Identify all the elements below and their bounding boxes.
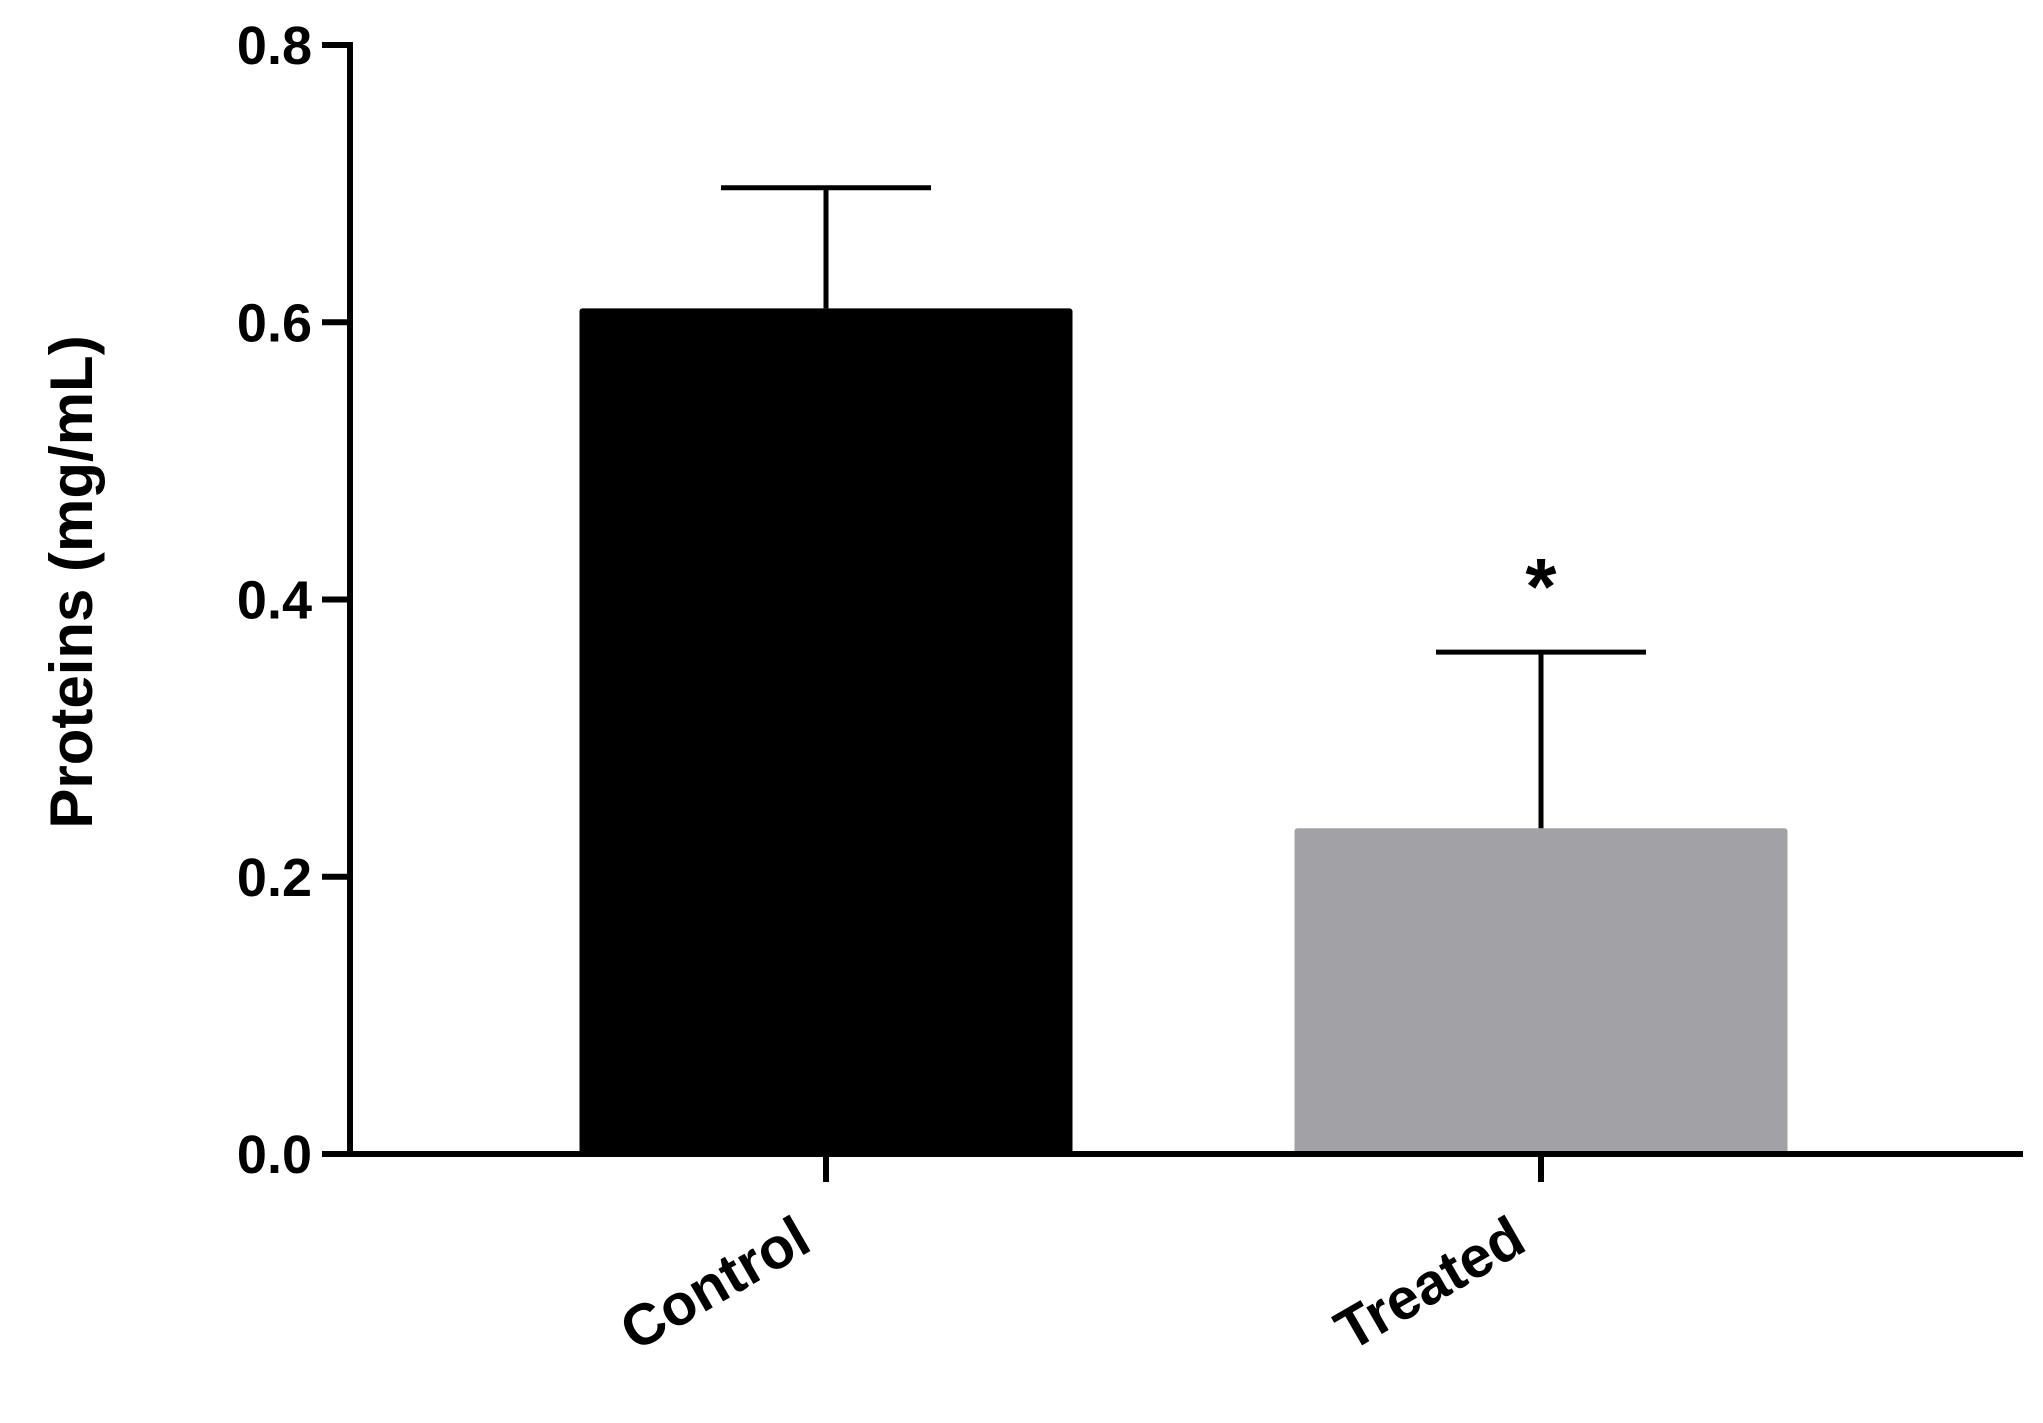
y-tick-label: 0.4 [237,571,312,631]
y-tick-label: 0.2 [237,848,312,908]
y-axis-label: Proteins (mg/mL) [38,335,105,828]
y-tick-label: 0.6 [237,293,312,353]
bar-control [579,308,1073,1154]
bars-layer [579,308,1788,1154]
x-tick-label: Control [609,1204,820,1363]
y-tick-label: 0.0 [237,1125,312,1185]
significance-marker: * [1525,542,1557,631]
error-bars-layer [721,185,1646,829]
y-tick-label: 0.8 [237,16,312,76]
x-tick-label: Treated [1324,1204,1535,1363]
y-ticks-layer: 0.0 0.2 0.4 0.6 0.8 [237,16,350,1185]
bar-treated [1294,828,1788,1154]
significance-layer: * [1525,542,1557,631]
x-ticks-layer: Control Treated [609,1154,1544,1363]
